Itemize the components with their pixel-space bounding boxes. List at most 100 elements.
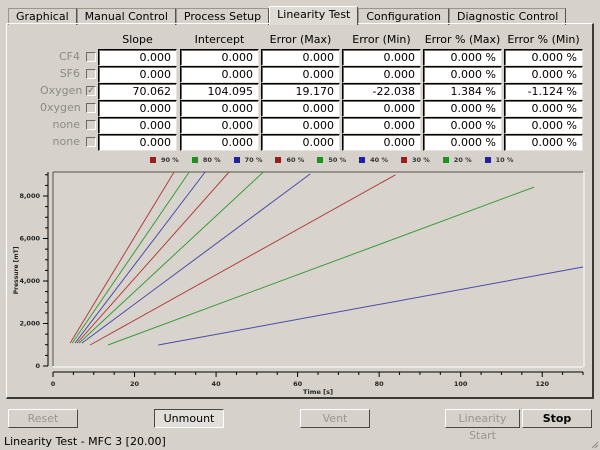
value-field: -1.124 % bbox=[504, 83, 583, 100]
value-field: 0.000 % bbox=[423, 49, 502, 66]
tab-process-setup[interactable]: Process Setup bbox=[175, 8, 270, 25]
pressure-time-chart: 0 2,000 4,000 6,000 8,000 Pressure [mT] 0 20 40 6… bbox=[13, 171, 585, 396]
linearity-start-button[interactable]: Linearity Start bbox=[445, 409, 520, 442]
legend-item: 90 % bbox=[150, 156, 179, 164]
legend-swatch-icon bbox=[275, 157, 282, 163]
value-field: 0.000 bbox=[342, 100, 421, 117]
gas-enable-checkbox[interactable] bbox=[86, 137, 96, 147]
x-tick-label: 0 bbox=[51, 380, 56, 388]
legend-item: 20 % bbox=[442, 156, 472, 164]
value-field: 0.000 bbox=[180, 117, 259, 134]
x-tick-label: 40 bbox=[212, 380, 222, 388]
column-header-error-max: Error (Max) bbox=[269, 33, 332, 46]
x-tick-label: 100 bbox=[454, 380, 468, 388]
gas-label: none bbox=[52, 118, 80, 131]
x-tick-label: 60 bbox=[293, 380, 303, 388]
legend-label: 30 % bbox=[411, 156, 430, 164]
gas-enable-checkbox[interactable] bbox=[86, 120, 96, 130]
series-line-30pct bbox=[89, 174, 396, 346]
vent-button[interactable]: Vent bbox=[300, 409, 370, 428]
y-tick-label: 6,000 bbox=[19, 235, 40, 243]
y-tick-label: 8,000 bbox=[19, 192, 40, 200]
value-field: 0.000 bbox=[180, 134, 259, 151]
legend-label: 10 % bbox=[495, 156, 514, 164]
tab-linearity-test[interactable]: Linearity Test bbox=[269, 6, 359, 25]
value-field: 0.000 bbox=[98, 66, 177, 83]
legend-swatch-icon bbox=[400, 157, 407, 163]
value-field: 19.170 bbox=[261, 83, 340, 100]
legend-item: 30 % bbox=[400, 156, 430, 164]
legend-swatch-icon bbox=[191, 157, 198, 163]
y-tick-label: 2,000 bbox=[19, 320, 40, 328]
chart-legend: 90 % 80 % 70 % 60 % 50 % 40 % 30 % 20 % 10 % bbox=[150, 156, 526, 164]
legend-swatch-icon bbox=[150, 157, 156, 163]
column-header-error-max: Error % (Max) bbox=[424, 33, 501, 46]
legend-item: 80 % bbox=[191, 156, 221, 164]
y-tick-label: 0 bbox=[35, 362, 40, 370]
tab-configuration[interactable]: Configuration bbox=[358, 8, 449, 25]
tab-manual-control[interactable]: Manual Control bbox=[76, 8, 176, 25]
unmount-button[interactable]: Unmount bbox=[154, 409, 224, 428]
y-tick-label: 4,000 bbox=[19, 277, 40, 285]
series-line-60pct bbox=[76, 171, 230, 344]
x-axis-label: Time [s] bbox=[303, 388, 333, 396]
series-line-70pct bbox=[74, 171, 206, 344]
column-header-error-min: Error % (Min) bbox=[507, 33, 580, 46]
legend-item: 70 % bbox=[233, 156, 263, 164]
value-field: 0.000 bbox=[261, 66, 340, 83]
value-field: 0.000 % bbox=[504, 49, 583, 66]
resize-grip-icon[interactable] bbox=[589, 439, 599, 449]
value-field: 0.000 % bbox=[423, 66, 502, 83]
value-field: 0.000 bbox=[98, 49, 177, 66]
stop-button[interactable]: Stop bbox=[522, 409, 592, 428]
value-field: 0.000 bbox=[98, 100, 177, 117]
value-field: 0.000 % bbox=[423, 134, 502, 151]
value-field: 104.095 bbox=[180, 83, 259, 100]
series-line-90pct bbox=[69, 171, 175, 344]
value-field: 0.000 % bbox=[504, 66, 583, 83]
value-field: 0.000 bbox=[180, 100, 259, 117]
reset-button[interactable]: Reset bbox=[8, 409, 78, 428]
value-field: 0.000 bbox=[261, 134, 340, 151]
series-line-10pct bbox=[158, 266, 584, 346]
legend-swatch-icon bbox=[484, 157, 491, 163]
legend-item: 40 % bbox=[359, 156, 388, 164]
column-header-intercept: Intercept bbox=[194, 33, 245, 46]
value-field: 0.000 % bbox=[504, 117, 583, 134]
column-header-slope: Slope bbox=[122, 33, 153, 46]
gas-label: 0xygen bbox=[40, 101, 81, 114]
gas-label: SF6 bbox=[59, 67, 80, 80]
value-field: 0.000 % bbox=[423, 117, 502, 134]
legend-label: 50 % bbox=[328, 156, 347, 164]
value-field: 0.000 bbox=[342, 134, 421, 151]
legend-swatch-icon bbox=[359, 157, 366, 163]
gas-enable-checkbox[interactable] bbox=[86, 52, 96, 62]
tab-diagnostic-control[interactable]: Diagnostic Control bbox=[448, 8, 567, 25]
value-field: 0.000 bbox=[342, 49, 421, 66]
value-field: 0.000 bbox=[261, 100, 340, 117]
value-field: 0.000 bbox=[342, 66, 421, 83]
gas-label: none bbox=[52, 135, 80, 148]
gas-enable-checkbox[interactable] bbox=[86, 103, 96, 113]
gas-label: Oxygen bbox=[40, 84, 83, 97]
gas-enable-checkbox[interactable] bbox=[86, 69, 96, 79]
series-line-80pct bbox=[71, 171, 190, 344]
gas-enable-checkbox[interactable]: ✓ bbox=[86, 86, 96, 96]
tab-graphical[interactable]: Graphical bbox=[8, 8, 77, 25]
series-line-40pct bbox=[81, 173, 311, 344]
value-field: -22.038 bbox=[342, 83, 421, 100]
value-field: 0.000 bbox=[342, 117, 421, 134]
legend-label: 90 % bbox=[161, 156, 179, 164]
legend-item: 60 % bbox=[275, 156, 304, 164]
value-field: 1.384 % bbox=[423, 83, 502, 100]
value-field: 0.000 bbox=[180, 49, 259, 66]
legend-label: 70 % bbox=[244, 156, 263, 164]
x-tick-label: 20 bbox=[130, 380, 140, 388]
legend-item: 50 % bbox=[317, 156, 346, 164]
status-bar-text: Linearity Test - MFC 3 [20.00] bbox=[4, 435, 166, 448]
value-field: 0.000 % bbox=[504, 100, 583, 117]
x-tick-label: 120 bbox=[535, 380, 549, 388]
value-field: 0.000 bbox=[98, 117, 177, 134]
gas-label: CF4 bbox=[58, 50, 80, 63]
tab-bar: Graphical Manual Control Process Setup Line… bbox=[8, 6, 567, 25]
